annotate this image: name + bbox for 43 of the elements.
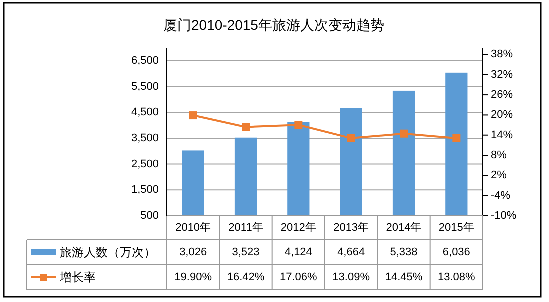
y2tick: -4% — [491, 190, 511, 202]
data-label: 13.09% — [332, 272, 370, 284]
legend-label: 增长率 — [60, 270, 96, 284]
y2tick: 2% — [491, 170, 507, 182]
data-label: 14.45% — [385, 272, 423, 284]
title: 厦门2010-2015年旅游人次变动趋势 — [164, 17, 384, 33]
data-label: 16.42% — [227, 272, 265, 284]
ytick: 6,500 — [131, 54, 159, 67]
y2tick: 20% — [491, 109, 514, 122]
xtick: 2011年 — [228, 222, 264, 234]
ytick: 3,500 — [131, 132, 159, 144]
ytick: 4,500 — [131, 106, 159, 119]
data-label: 3,523 — [232, 246, 260, 258]
point — [400, 130, 408, 138]
xtick: 2013年 — [334, 222, 370, 234]
xtick: 2010年 — [176, 222, 212, 234]
data-label: 13.08% — [438, 272, 476, 284]
y2tick: 26% — [491, 89, 514, 102]
ytick: 2,500 — [131, 158, 159, 170]
xtick: 2012年 — [280, 222, 316, 234]
point — [347, 134, 356, 142]
y2tick: 14% — [491, 129, 514, 142]
data-label: 3,026 — [180, 246, 208, 258]
ytick: 1,500 — [131, 184, 159, 196]
y2tick: -10% — [491, 210, 517, 222]
xtick: 2015年 — [438, 222, 474, 234]
y2tick: 8% — [491, 150, 507, 162]
point — [452, 134, 461, 142]
xtick: 2014年 — [386, 222, 422, 234]
legend-label: 旅游人数（万次） — [60, 246, 156, 260]
data-label: 4,664 — [338, 246, 366, 258]
y2tick: 38% — [491, 48, 514, 61]
point — [294, 121, 303, 130]
ytick: 5,500 — [131, 80, 159, 93]
ytick: 500 — [140, 210, 159, 222]
point — [242, 123, 250, 132]
data-label: 5,338 — [390, 246, 418, 258]
data-label: 19.90% — [174, 272, 212, 284]
y2tick: 32% — [491, 68, 514, 81]
point — [189, 112, 198, 120]
data-label: 6,036 — [442, 246, 470, 258]
data-label: 17.06% — [280, 272, 318, 284]
data-label: 4,124 — [284, 246, 312, 258]
